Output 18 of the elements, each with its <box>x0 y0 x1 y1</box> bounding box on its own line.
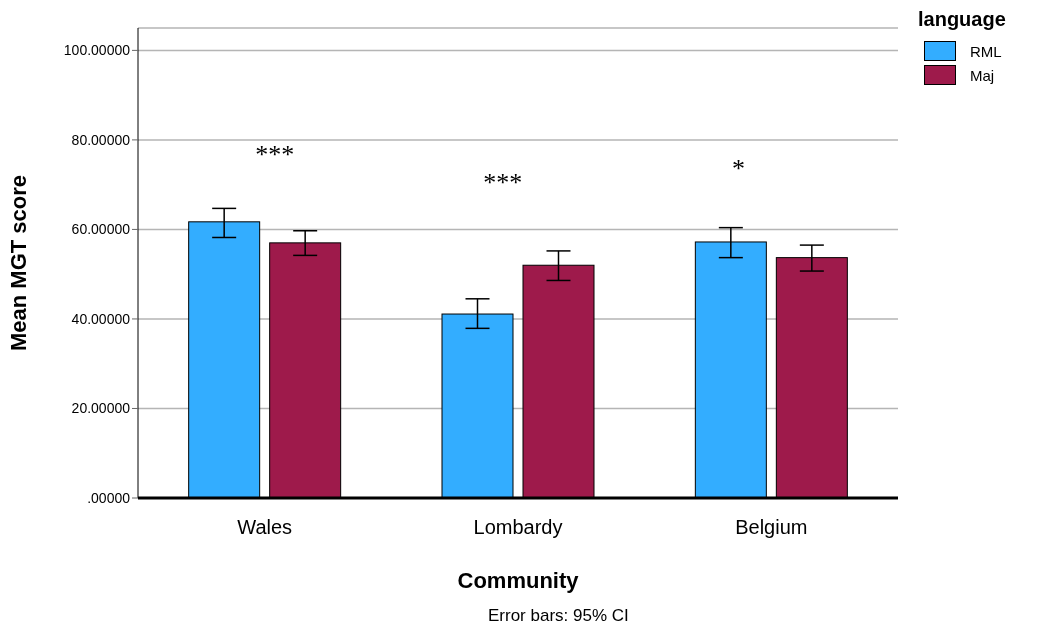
x-tick-label: Lombardy <box>473 516 563 539</box>
y-tick-label: 40.00000 <box>71 310 131 327</box>
text: Error bars: 95% CI <box>488 606 629 626</box>
legend-label: Maj <box>970 66 995 84</box>
y-tick-label: 20.00000 <box>71 400 131 417</box>
annotation: * <box>731 154 745 184</box>
y-tick-label: 100.00000 <box>63 42 131 59</box>
y-axis-title: Mean MGT score <box>5 174 31 352</box>
legend-title: language <box>918 8 1006 31</box>
annotation: *** <box>483 168 523 199</box>
annotation: *** <box>255 139 295 170</box>
x-tick-label: Wales <box>237 516 293 539</box>
y-tick-label: 60.00000 <box>71 221 131 238</box>
y-tick-label: 80.00000 <box>71 131 131 148</box>
y-tick-label: .00000 <box>87 489 131 506</box>
legend-label: RML <box>970 42 1002 60</box>
x-tick-label: Belgium <box>735 516 808 539</box>
x-axis-title: Community <box>457 568 580 593</box>
